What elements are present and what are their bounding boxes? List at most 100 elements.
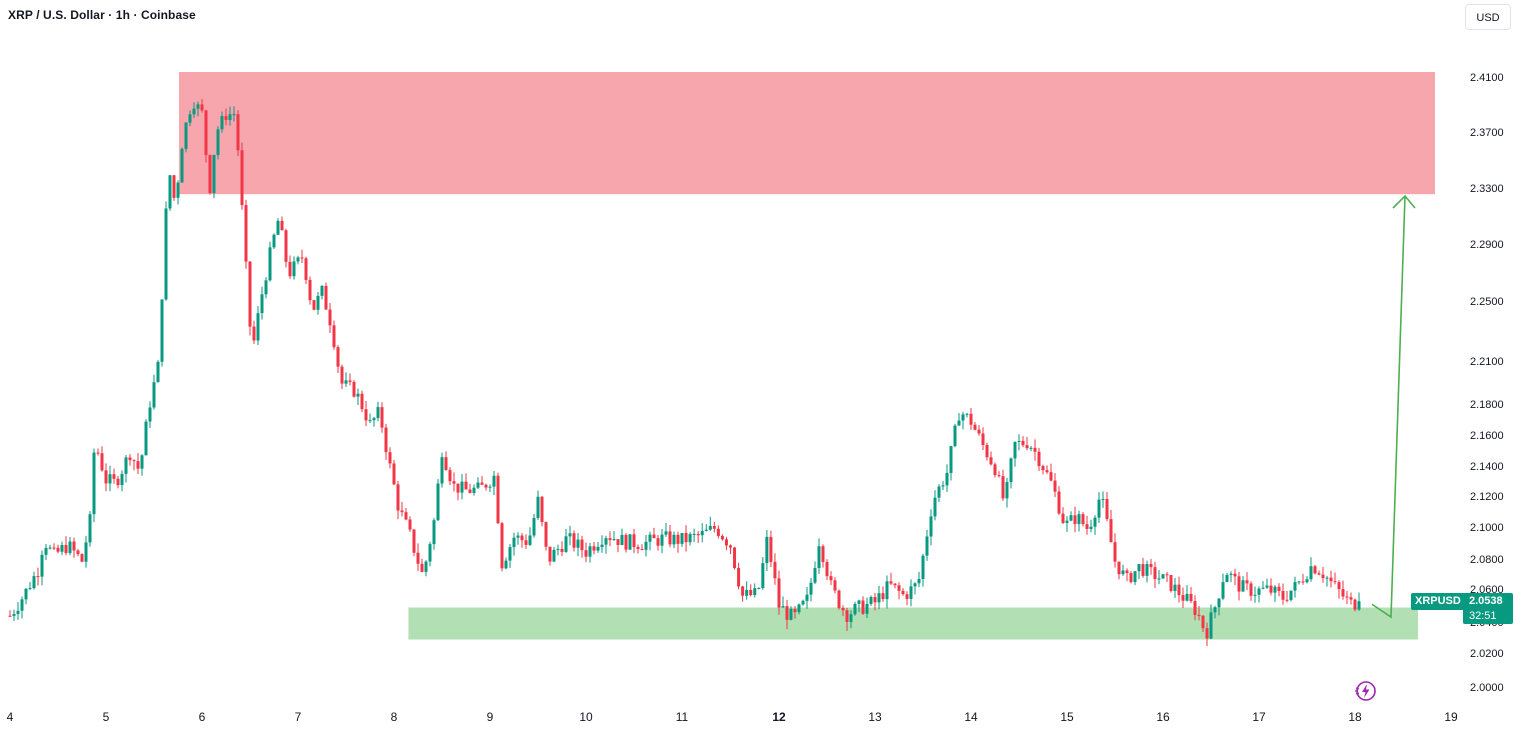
candle-body	[729, 545, 732, 548]
candle-body	[68, 541, 72, 553]
candle-body	[1273, 586, 1277, 593]
candle-body	[528, 535, 532, 545]
candle-body	[1001, 476, 1005, 499]
candle-body	[488, 486, 492, 488]
candle-body	[957, 420, 961, 426]
candle-body	[704, 529, 708, 531]
candle-body	[512, 537, 516, 548]
time-axis-label: 10	[579, 710, 593, 724]
candle-body	[1017, 440, 1021, 442]
candle-body	[120, 473, 124, 486]
candle-body	[600, 544, 604, 547]
candle-body	[672, 534, 676, 545]
candle-body	[276, 220, 280, 235]
candle-body	[460, 481, 464, 493]
candle-body	[781, 606, 785, 608]
candle-body	[336, 347, 340, 367]
candle-body	[1153, 567, 1157, 580]
candle-body	[560, 548, 564, 552]
candle-body	[1137, 564, 1141, 572]
projection-arrow-line[interactable]	[1371, 195, 1406, 619]
resistance-zone[interactable]	[179, 72, 1435, 195]
candle-body	[773, 561, 777, 579]
candle-body	[1065, 520, 1069, 523]
candle-body	[456, 483, 460, 493]
candle-body	[1021, 440, 1025, 446]
candle-body	[1293, 582, 1297, 591]
candle-body	[692, 533, 696, 535]
candle-body	[993, 464, 997, 476]
candle-body	[877, 593, 881, 603]
price-axis-label: 2.3700	[1470, 127, 1504, 139]
candle-body	[564, 536, 568, 552]
candle-body	[300, 257, 304, 259]
candle-body	[32, 576, 36, 589]
candle-body	[909, 586, 913, 599]
candle-body	[941, 485, 945, 487]
candle-body	[1245, 580, 1249, 584]
candle-body	[1309, 566, 1313, 580]
candle-body	[520, 535, 524, 541]
candle-body	[524, 540, 528, 545]
candle-body	[716, 528, 720, 536]
candle-body	[961, 414, 965, 421]
candle-body	[1249, 583, 1253, 596]
candle-body	[424, 561, 428, 572]
candle-body	[8, 615, 12, 617]
candle-body	[516, 535, 520, 538]
candle-body	[664, 531, 668, 535]
time-axis-label: 9	[486, 710, 494, 724]
candle-body	[769, 536, 773, 562]
candle-body	[1213, 607, 1217, 613]
currency-button[interactable]: USD	[1465, 4, 1511, 30]
candle-body	[52, 547, 56, 549]
candle-body	[156, 361, 160, 383]
candle-body	[1333, 581, 1337, 583]
candle-body	[348, 380, 352, 382]
price-axis-label: 2.3300	[1470, 183, 1504, 195]
flash-icon[interactable]	[1354, 680, 1378, 702]
time-axis-label: 18	[1348, 710, 1362, 724]
candle-body	[20, 599, 24, 611]
candle-body	[1217, 598, 1221, 608]
candle-body	[1113, 542, 1117, 562]
candle-body	[204, 110, 208, 156]
candle-body	[556, 548, 560, 550]
candle-body	[1025, 445, 1029, 449]
time-axis-label: 4	[6, 710, 14, 724]
candle-body	[572, 533, 576, 548]
candle-body	[224, 116, 228, 120]
candle-body	[116, 478, 120, 486]
candle-body	[188, 114, 192, 123]
candle-body	[857, 600, 861, 604]
candle-body	[933, 497, 937, 517]
candle-body	[837, 590, 841, 608]
time-axis-label: 11	[675, 710, 689, 724]
candle-body	[532, 517, 536, 536]
candle-body	[396, 484, 400, 511]
candle-body	[1081, 514, 1085, 525]
candle-body	[200, 104, 204, 111]
support-zone[interactable]	[408, 607, 1418, 640]
candle-body	[480, 482, 484, 485]
candle-body	[1329, 577, 1333, 582]
candle-body	[1013, 441, 1017, 459]
candle-body	[608, 538, 612, 540]
candle-body	[925, 536, 929, 556]
candle-body	[124, 457, 128, 474]
price-axis-label: 2.0000	[1470, 682, 1504, 694]
candle-body	[584, 550, 588, 557]
candle-body	[945, 472, 949, 486]
candle-body	[889, 581, 893, 584]
candle-body	[192, 108, 196, 115]
candle-body	[1169, 575, 1173, 591]
candle-body	[712, 526, 716, 529]
candle-body	[1321, 574, 1325, 579]
time-axis-label: 16	[1156, 710, 1170, 724]
candle-body	[288, 261, 292, 277]
candle-body	[100, 453, 104, 471]
candle-body	[797, 604, 801, 613]
candle-body	[36, 576, 40, 578]
candle-body	[777, 578, 781, 608]
